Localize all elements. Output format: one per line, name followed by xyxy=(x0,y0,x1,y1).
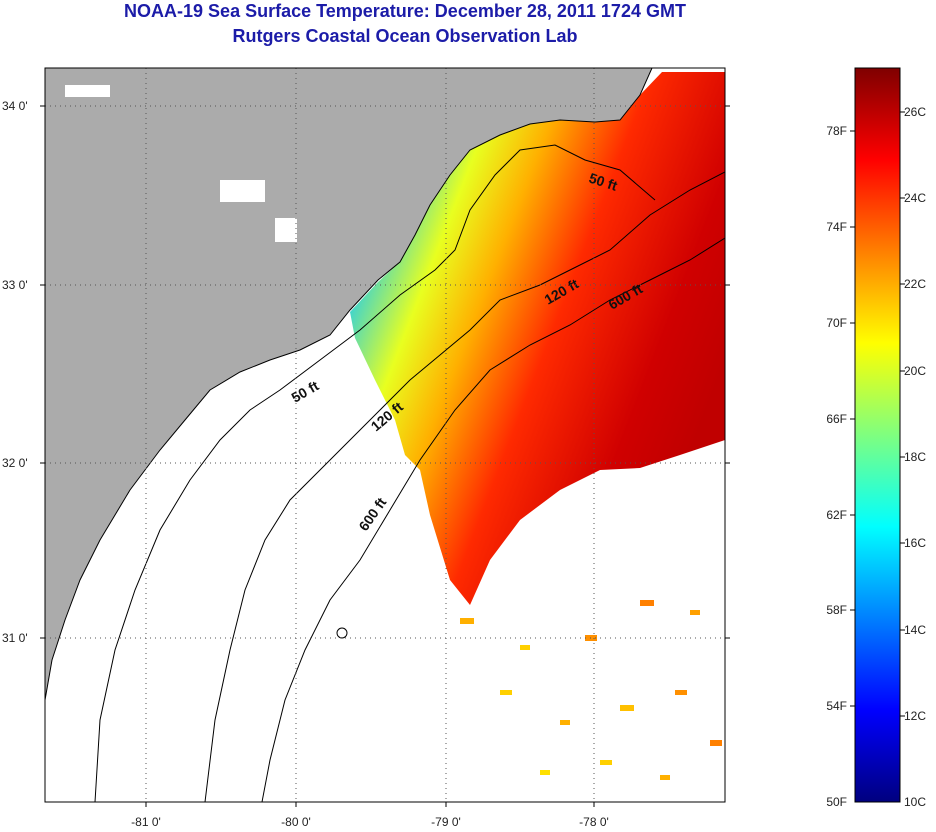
colorbar-c-label: 24C xyxy=(904,191,926,205)
chart-title: NOAA-19 Sea Surface Temperature: Decembe… xyxy=(124,1,686,21)
colorbar-c-label: 20C xyxy=(904,364,926,378)
colorbar-f-label: 58F xyxy=(826,603,847,617)
colorbar-f-label: 78F xyxy=(826,124,847,138)
map-plot-area: 50 ft 120 ft 600 ft 50 ft 120 ft 600 ft xyxy=(45,68,725,802)
colorbar-f-label: 70F xyxy=(826,316,847,330)
colorbar-c-label: 26C xyxy=(904,105,926,119)
lon-label-79: -79 0' xyxy=(431,815,461,829)
lake-feature xyxy=(275,218,297,242)
plot-frame xyxy=(44,67,726,803)
colorbar-c-label: 18C xyxy=(904,450,926,464)
colorbar-c-label: 12C xyxy=(904,709,926,723)
lat-label-34: 34 0' xyxy=(2,99,28,113)
sst-swath xyxy=(350,72,725,605)
contour-600ft xyxy=(261,237,725,802)
lat-label-33: 33 0' xyxy=(2,278,28,292)
colorbar-gradient xyxy=(854,67,901,803)
colorbar-f-label: 50F xyxy=(826,795,847,809)
colorbar-f-label: 74F xyxy=(826,220,847,234)
colorbar-c-label: 16C xyxy=(904,536,926,550)
colorbar-c-label: 22C xyxy=(904,277,926,291)
coastline xyxy=(45,68,653,701)
contour-50ft xyxy=(94,144,656,802)
lon-label-78: -78 0' xyxy=(579,815,609,829)
colorbar-c-label: 14C xyxy=(904,623,926,637)
lon-label-80: -80 0' xyxy=(281,815,311,829)
lat-lon-grid xyxy=(45,68,725,802)
colorbar-c-label: 10C xyxy=(904,795,926,809)
colorbar-f-label: 62F xyxy=(826,508,847,522)
colorbar-f-label: 54F xyxy=(826,699,847,713)
land-mass xyxy=(45,68,652,700)
lon-label-81: -81 0' xyxy=(131,815,161,829)
lat-label-31: 31 0' xyxy=(2,631,28,645)
lake-feature xyxy=(65,85,110,97)
contour-120ft xyxy=(204,171,725,802)
chart-subtitle: Rutgers Coastal Ocean Observation Lab xyxy=(232,26,578,46)
lat-label-32: 32 0' xyxy=(2,456,28,470)
axis-ticks xyxy=(40,105,730,807)
colorbar-ticks xyxy=(850,111,905,717)
small-contour-ring xyxy=(336,627,348,639)
lake-feature xyxy=(220,180,265,202)
colorbar-f-label: 66F xyxy=(826,412,847,426)
colorbar: 78F 74F 70F 66F 62F 58F 54F 50F 26C 24C … xyxy=(826,67,926,809)
